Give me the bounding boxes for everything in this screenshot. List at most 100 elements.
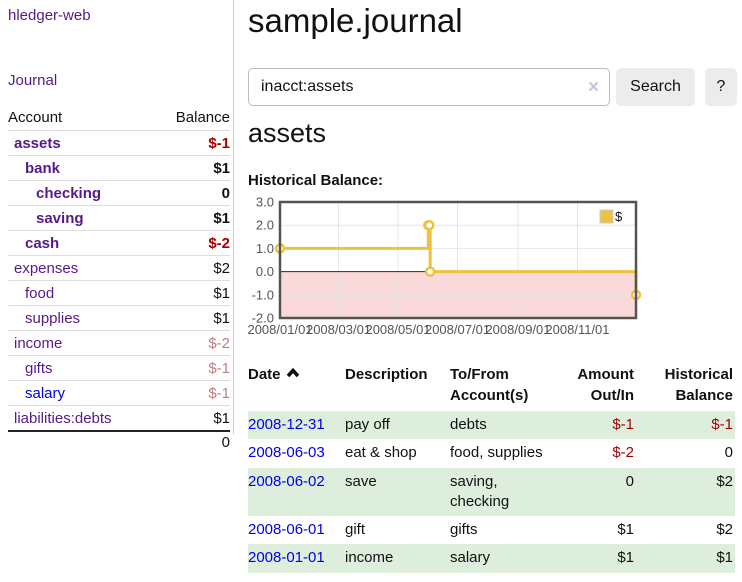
amount-cell: 0 [625, 472, 634, 490]
accounts-table-body: assets $-1 bank $1 checking 0 saving $1 cash $-2 e… [8, 130, 230, 430]
chart-label: Historical Balance: [248, 172, 384, 189]
account-row: income $-2 [8, 330, 230, 355]
help-button[interactable]: ? [705, 68, 737, 106]
account-link[interactable]: liabilities:debts [14, 409, 112, 427]
accounts-table-header: Account Balance [8, 104, 230, 130]
app-brand-link[interactable]: hledger-web [8, 7, 91, 24]
account-link[interactable]: food [25, 284, 55, 302]
account-link[interactable]: income [14, 334, 63, 352]
account-balance: $1 [213, 159, 230, 177]
account-row: food $1 [8, 280, 230, 305]
accounts-cell: debts [450, 416, 487, 433]
account-link[interactable]: salary [25, 384, 66, 402]
y-tick-label: -2.0 [252, 311, 274, 326]
chevron-up-icon [286, 368, 299, 378]
balance-cell: $2 [716, 521, 733, 538]
transaction-date-link[interactable]: 2008-06-02 [248, 472, 325, 490]
account-link[interactable]: checking [36, 184, 102, 202]
search-button[interactable]: Search [616, 68, 695, 106]
account-row: saving $1 [8, 205, 230, 230]
register-header-amount: Amount Out/In [577, 366, 634, 404]
transaction-date-link[interactable]: 2008-06-01 [248, 521, 325, 538]
sidebar-divider [233, 0, 234, 434]
balance-cell: $1 [716, 549, 733, 567]
amount-cell: $-1 [612, 416, 634, 433]
search-input[interactable] [248, 68, 610, 106]
accounts-cell: saving, checking [450, 472, 510, 510]
x-tick-label: 2008/07/01 [425, 322, 490, 337]
transaction-row: 2008-12-31 pay off debts $-1 $-1 [248, 411, 735, 440]
account-balance: $2 [213, 259, 230, 277]
register-header-description: Description [345, 366, 428, 383]
accounts-total-row: 0 [8, 430, 230, 452]
account-link[interactable]: assets [14, 134, 61, 152]
accounts-cell: salary [450, 549, 491, 567]
clear-search-icon[interactable]: × [588, 77, 600, 98]
account-balance: $1 [213, 284, 230, 302]
transaction-date-link[interactable]: 2008-06-03 [248, 444, 325, 462]
transaction-date-link[interactable]: 2008-01-01 [248, 549, 325, 567]
register-header-row: Date Description To/From Account(s) Amou… [248, 356, 735, 411]
account-balance: 0 [221, 184, 230, 202]
chart-area: $3.0 2.0 1.0 0.0 -1.0 -2.0 2008/01/01 2008/03/0… [247, 195, 642, 342]
balance-chart: $3.0 2.0 1.0 0.0 -1.0 -2.02008/01/012008/03/0… [247, 195, 642, 337]
account-balance: $-2 [208, 234, 230, 252]
account-link[interactable]: expenses [14, 259, 79, 277]
transaction-row: 2008-06-01 gift gifts $1 $2 [248, 516, 735, 544]
transaction-date-link[interactable]: 2008-12-31 [248, 416, 325, 433]
x-tick-label: 2008/05/01 [365, 322, 430, 337]
y-tick-label: 0.0 [256, 264, 274, 279]
amount-cell: $1 [617, 549, 634, 567]
x-tick-label: 2008/09/01 [485, 322, 550, 337]
legend-label: $ [615, 209, 623, 224]
account-link[interactable]: cash [25, 234, 60, 252]
amount-cell: $1 [617, 521, 634, 538]
y-tick-label: 2.0 [256, 218, 274, 233]
account-row: expenses $2 [8, 255, 230, 280]
main-content: sample.journal × Search ? assets Histori… [247, 0, 737, 582]
description-cell: income [345, 549, 394, 567]
accounts-header-balance: Balance [175, 108, 230, 126]
account-balance: $1 [213, 209, 230, 227]
account-link[interactable]: bank [25, 159, 61, 177]
amount-cell: $-2 [612, 444, 634, 462]
accounts-table: Account Balance assets $-1 bank $1 checking 0… [8, 104, 230, 452]
page-title: sample.journal [248, 2, 463, 39]
account-row: gifts $-1 [8, 355, 230, 380]
transaction-row: 2008-06-03 eat & shop food, supplies $-2 0 [248, 439, 735, 467]
account-heading: assets [248, 118, 327, 148]
transaction-row: 2008-01-01 income salary $1 $1 [248, 544, 735, 573]
account-balance: $-1 [208, 384, 230, 402]
account-balance: $1 [213, 309, 230, 327]
account-link[interactable]: gifts [25, 359, 53, 377]
account-balance: $-1 [208, 134, 230, 152]
date-cell: 2008-01-01 [248, 544, 345, 572]
date-cell: 2008-12-31 [248, 411, 345, 439]
account-link[interactable]: saving [36, 209, 84, 227]
plot-border [278, 200, 638, 320]
balance-cell: $2 [716, 472, 733, 490]
account-balance: $1 [213, 409, 230, 427]
account-link[interactable]: supplies [25, 309, 81, 327]
data-point-marker [423, 219, 435, 231]
register-body: 2008-12-31 pay off debts $-1 $-1 2008-06-03 ea… [248, 411, 735, 573]
accounts-cell: gifts [450, 521, 478, 538]
legend-swatch [599, 209, 614, 224]
account-balance: $-2 [208, 334, 230, 352]
x-tick-label: 2008/01/01 [247, 322, 312, 337]
description-cell: eat & shop [345, 444, 417, 462]
register-table: Date Description To/From Account(s) Amou… [248, 356, 735, 573]
accounts-total: 0 [221, 433, 230, 451]
register-header-date[interactable]: Date [248, 356, 345, 411]
accounts-header-account: Account [8, 108, 63, 126]
y-tick-label: 3.0 [256, 195, 274, 210]
register-header-accounts: To/From Account(s) [450, 366, 529, 404]
description-cell: gift [345, 521, 366, 538]
sidebar-item-journal[interactable]: Journal [8, 72, 58, 89]
register-header-balance: Historical Balance [664, 366, 733, 404]
y-tick-label: -1.0 [252, 287, 274, 302]
date-cell: 2008-06-03 [248, 439, 345, 467]
account-row: liabilities:debts $1 [8, 405, 230, 430]
x-tick-label: 2008/03/01 [306, 322, 371, 337]
account-row: cash $-2 [8, 230, 230, 255]
